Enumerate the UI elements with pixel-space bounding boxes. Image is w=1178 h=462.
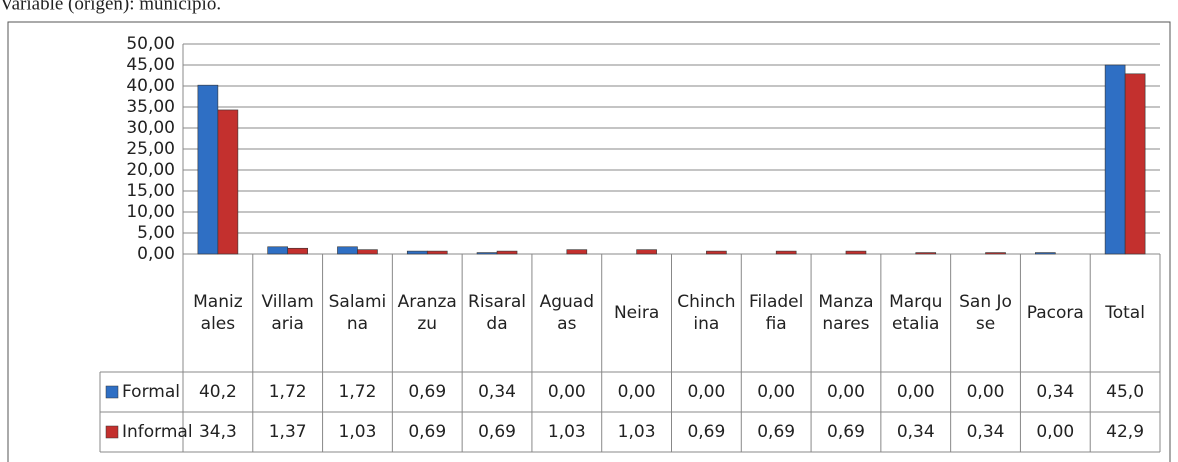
bar (197, 84, 219, 255)
y-tick-label: 45,00 (126, 55, 175, 75)
data-label: 1,03 (548, 422, 586, 442)
y-tick-label: 0,00 (137, 244, 175, 264)
x-tick-label: Filadelfia (748, 292, 804, 334)
data-label: 1,72 (269, 382, 307, 402)
y-tick-label: 35,00 (126, 97, 175, 117)
bar (1124, 73, 1146, 255)
category-cell: Risaralda (468, 292, 526, 334)
category-cell: Manizales (193, 292, 243, 334)
data-label: 0,00 (687, 382, 725, 402)
data-label: 0,69 (408, 422, 446, 442)
bar (706, 250, 727, 255)
category-cell: Neira (613, 303, 660, 323)
data-label: 1,72 (339, 382, 377, 402)
category-cell: Aguadas (539, 292, 595, 334)
x-tick-label: Risaralda (468, 292, 526, 334)
y-tick-label: 15,00 (126, 181, 175, 201)
y-tick-label: 50,00 (126, 34, 175, 54)
x-tick-label: Manizales (193, 292, 243, 334)
bar (217, 109, 239, 255)
category-cell: Manzanares (818, 292, 874, 334)
x-tick-label: Total (1105, 303, 1145, 323)
bar (566, 249, 588, 255)
bar (357, 249, 378, 255)
data-label: 0,00 (967, 382, 1005, 402)
data-label: 0,69 (687, 422, 725, 442)
data-label: 0,34 (967, 422, 1005, 442)
x-tick-label: Pacora (1026, 303, 1084, 323)
data-label: 0,00 (618, 382, 656, 402)
bar (496, 250, 518, 255)
y-tick-label: 20,00 (126, 160, 175, 180)
legend-key (105, 425, 119, 439)
data-label: 0,00 (1036, 422, 1074, 442)
category-cell: Pacora (1026, 303, 1084, 323)
data-label: 42,9 (1106, 422, 1144, 442)
data-label: 0,69 (757, 422, 795, 442)
bar (287, 247, 308, 255)
data-label: 0,69 (478, 422, 516, 442)
y-tick-label: 10,00 (126, 202, 175, 222)
bar (915, 252, 937, 255)
bar (775, 250, 797, 255)
data-label: 40,2 (199, 382, 237, 402)
x-tick-label: Villamaria (261, 292, 314, 334)
bar (1035, 252, 1056, 255)
category-cell: Villamaria (261, 292, 314, 334)
data-label: 34,3 (199, 422, 237, 442)
y-tick-label: 30,00 (126, 118, 175, 138)
bar (476, 252, 498, 255)
category-cell: Salamina (328, 292, 387, 334)
x-tick-label: Neira (613, 303, 660, 323)
y-tick-label: 25,00 (126, 139, 175, 159)
bar (337, 246, 358, 255)
category-cell: Chinchina (677, 292, 736, 334)
chart-frame (7, 21, 1171, 462)
data-label: 1,03 (618, 422, 656, 442)
x-tick-label: Manzanares (818, 292, 874, 334)
data-label: 0,34 (897, 422, 935, 442)
category-cell: Aranzazu (397, 292, 457, 334)
bar (985, 252, 1006, 255)
data-label: 0,34 (478, 382, 516, 402)
x-tick-label: Chinchina (677, 292, 736, 334)
x-tick-label: Marquetalia (889, 292, 943, 334)
bar (406, 250, 428, 255)
data-label: 0,00 (548, 382, 586, 402)
x-tick-label: Aguadas (539, 292, 595, 334)
data-label: 0,34 (1036, 382, 1074, 402)
category-cell: Filadelfia (748, 292, 804, 334)
x-tick-label: Aranzazu (397, 292, 457, 334)
data-label: 0,00 (757, 382, 795, 402)
y-tick-label: 5,00 (137, 223, 175, 243)
bar (636, 249, 657, 255)
category-cell: Marquetalia (889, 292, 943, 334)
data-label: 1,03 (339, 422, 377, 442)
x-tick-label: Salamina (328, 292, 387, 334)
data-label: 0,00 (897, 382, 935, 402)
y-tick-label: 40,00 (126, 76, 175, 96)
legend-key (105, 385, 119, 399)
caption: Variable (origen): municipio. (0, 0, 221, 14)
data-label: 1,37 (269, 422, 307, 442)
legend-label: Formal (122, 382, 180, 402)
data-label: 0,00 (827, 382, 865, 402)
legend-label: Informal (122, 422, 193, 442)
data-label: 45,0 (1106, 382, 1144, 402)
x-tick-label: San Jose (959, 292, 1012, 334)
category-cell: Total (1105, 303, 1145, 323)
data-label: 0,69 (827, 422, 865, 442)
bar (845, 250, 867, 255)
bar (1104, 64, 1126, 255)
data-label: 0,69 (408, 382, 446, 402)
category-cell: San Jose (959, 292, 1012, 334)
bar (426, 250, 448, 255)
bar (267, 246, 288, 255)
